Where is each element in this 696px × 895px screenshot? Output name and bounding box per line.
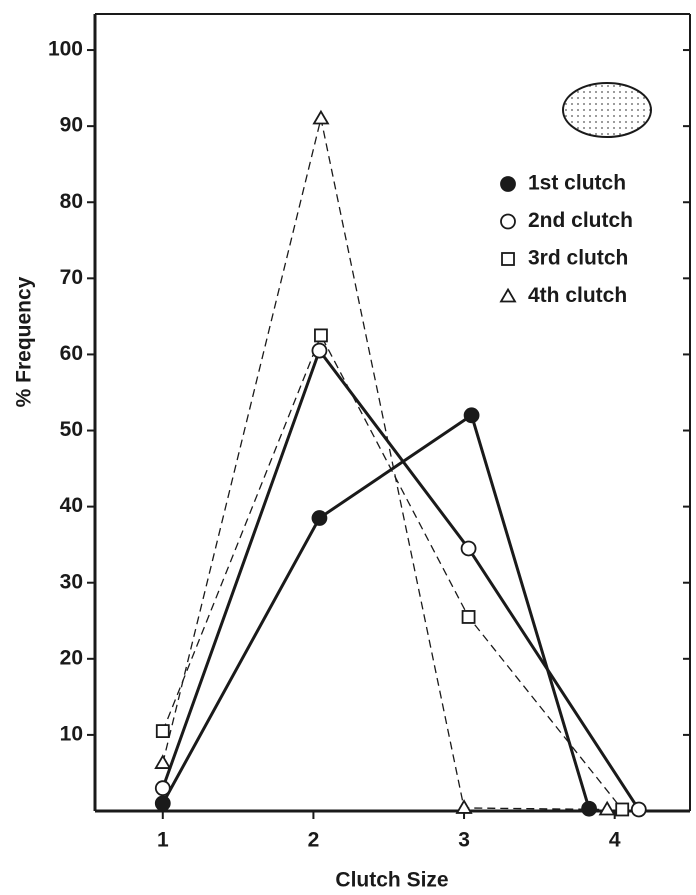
series-line xyxy=(162,333,623,810)
y-axis-label: % Frequency xyxy=(13,276,36,407)
egg-icon xyxy=(562,82,652,138)
data-point xyxy=(314,328,328,343)
data-point xyxy=(463,407,480,424)
y-tick-label: 90 xyxy=(60,114,83,137)
x-tick-label: 1 xyxy=(157,829,169,852)
data-point xyxy=(630,801,647,818)
y-tick-label: 20 xyxy=(60,646,83,669)
data-point xyxy=(311,510,328,526)
series-line xyxy=(162,118,608,811)
x-tick-label: 3 xyxy=(458,829,470,852)
legend-marker xyxy=(500,213,516,230)
data-point xyxy=(155,724,170,738)
data-point xyxy=(461,610,476,624)
x-tick-label: 4 xyxy=(609,829,621,852)
series-line xyxy=(161,347,641,811)
x-axis-label: Clutch Size xyxy=(335,869,448,892)
y-tick-label: 30 xyxy=(60,570,83,593)
y-tick-label: 40 xyxy=(60,494,83,517)
data-point xyxy=(311,342,328,359)
data-point xyxy=(455,799,473,814)
data-point xyxy=(460,540,477,557)
x-tick-label: 2 xyxy=(308,829,320,852)
y-tick-label: 80 xyxy=(60,190,83,213)
y-tick-label: 60 xyxy=(60,342,83,365)
data-point xyxy=(598,800,616,816)
data-point xyxy=(312,109,330,125)
y-tick-label: 10 xyxy=(60,722,83,745)
legend-marker xyxy=(501,252,515,266)
data-point xyxy=(154,780,171,797)
series-line xyxy=(161,412,591,810)
legend-label: 2nd clutch xyxy=(528,209,633,232)
data-point xyxy=(615,802,630,817)
legend-label: 4th clutch xyxy=(528,284,627,307)
data-point xyxy=(581,800,597,817)
data-point xyxy=(154,754,172,769)
y-tick-label: 100 xyxy=(48,38,83,61)
y-tick-label: 50 xyxy=(60,418,83,441)
y-tick-label: 70 xyxy=(60,266,83,289)
legend-marker xyxy=(500,176,516,192)
legend-label: 1st clutch xyxy=(528,172,626,195)
data-point xyxy=(154,795,171,812)
legend-marker xyxy=(499,287,517,303)
legend-label: 3rd clutch xyxy=(528,247,628,270)
